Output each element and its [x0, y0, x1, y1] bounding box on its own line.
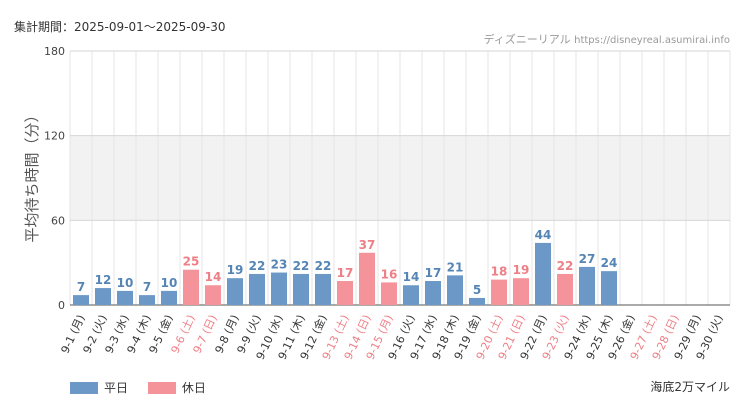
legend: 平日 休日	[70, 379, 222, 397]
bar-value-label: 19	[227, 263, 244, 277]
bar-value-label: 22	[293, 259, 310, 273]
bar-value-label: 21	[447, 260, 464, 274]
attraction-name: 海底2万マイル	[650, 380, 730, 394]
bar-value-label: 22	[249, 259, 266, 273]
y-axis-label: 平均待ち時間（分）	[23, 107, 41, 242]
bar	[513, 278, 529, 305]
bar-value-label: 7	[143, 280, 151, 294]
legend-item-holiday: 休日	[147, 379, 206, 396]
bar-value-label: 18	[491, 265, 508, 279]
bar-value-label: 10	[117, 276, 134, 290]
bar-value-label: 12	[95, 273, 112, 287]
bar-value-label: 25	[183, 255, 200, 269]
y-tick-label: 60	[51, 214, 65, 227]
bar	[139, 295, 155, 305]
y-tick-label: 120	[44, 130, 65, 143]
grid-lines	[69, 50, 731, 306]
bar	[601, 271, 617, 305]
bar	[315, 273, 331, 305]
bar	[403, 285, 419, 305]
bar	[205, 285, 221, 305]
bar	[337, 281, 353, 305]
bar	[425, 281, 441, 305]
bar	[95, 288, 111, 305]
bar	[161, 290, 177, 305]
bar-value-label: 17	[425, 266, 442, 280]
bar-value-label: 19	[513, 263, 530, 277]
y-tick-label: 180	[44, 45, 65, 58]
site-credit: ディズニーリアル https://disneyreal.asumirai.inf…	[484, 31, 731, 47]
bar-value-label: 44	[535, 228, 552, 242]
bar-value-label: 27	[579, 252, 596, 266]
bar	[73, 295, 89, 305]
bar	[359, 252, 375, 305]
bar	[491, 279, 507, 305]
legend-item-weekday: 平日	[70, 379, 128, 396]
bar-value-label: 5	[473, 283, 481, 297]
bar	[469, 297, 485, 305]
y-tick-label: 0	[58, 299, 65, 312]
bar-value-label: 24	[601, 256, 618, 270]
bars: 7 12 10 7 10 25 14 19 22 23 22 22 17 37 16 14 17 21 5 18 19 4…	[73, 228, 617, 305]
bar	[249, 273, 265, 305]
bar-value-label: 16	[381, 267, 398, 281]
bar	[183, 269, 199, 305]
legend-label-holiday: 休日	[181, 381, 206, 395]
bar-value-label: 22	[557, 259, 574, 273]
bar-value-label: 10	[161, 276, 178, 290]
legend-swatch-weekday	[70, 381, 98, 394]
credit-url[interactable]: https://disneyreal.asumirai.info	[574, 35, 730, 46]
x-axis-labels: 9-1 (月)9-2 (火)9-3 (水)9-4 (木)9-5 (金)9-6 (…	[59, 312, 726, 361]
bar	[557, 273, 573, 305]
period-text: 集計期間：2025-09-01～2025-09-30	[14, 20, 226, 34]
bar	[535, 242, 551, 305]
bar	[381, 282, 397, 305]
bar	[447, 275, 463, 305]
bar	[293, 273, 309, 305]
bar	[227, 278, 243, 305]
bar	[579, 266, 595, 305]
bar-value-label: 14	[205, 270, 222, 284]
bar-value-label: 14	[403, 270, 420, 284]
bar	[117, 290, 133, 305]
legend-label-weekday: 平日	[104, 381, 129, 395]
y-axis-ticks: 0 60 120 180	[44, 45, 65, 312]
credit-site-name: ディズニーリアル	[483, 33, 571, 46]
bar-value-label: 23	[271, 258, 288, 272]
bar-value-label: 17	[337, 266, 354, 280]
bar-value-label: 22	[315, 259, 332, 273]
bar-value-label: 37	[359, 238, 376, 252]
bar-value-label: 7	[77, 280, 85, 294]
legend-swatch-holiday	[147, 381, 176, 394]
bar	[271, 272, 287, 305]
